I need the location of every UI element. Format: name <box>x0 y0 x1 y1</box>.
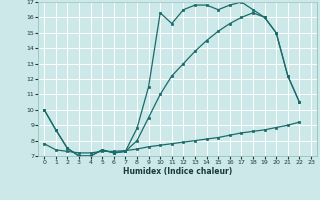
X-axis label: Humidex (Indice chaleur): Humidex (Indice chaleur) <box>123 167 232 176</box>
